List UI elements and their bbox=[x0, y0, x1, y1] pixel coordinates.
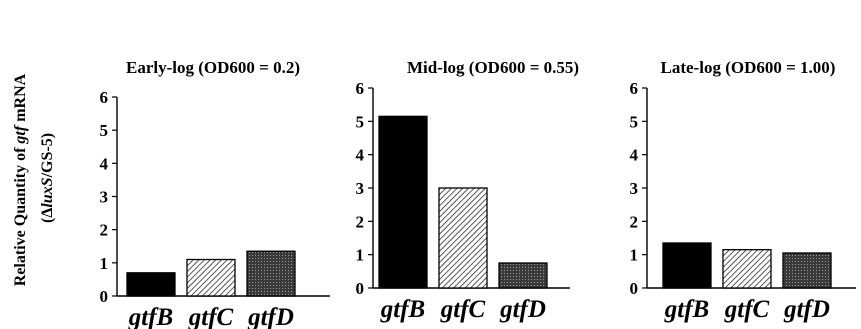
x-tick-label: gtfD bbox=[783, 296, 830, 323]
y-tick-label: 4 bbox=[356, 146, 365, 165]
x-tick-label: gtfC bbox=[724, 296, 770, 323]
chart-title: Early-log (OD600 = 0.2) bbox=[126, 58, 300, 77]
y-tick-label: 2 bbox=[356, 212, 365, 231]
y-axis-label-line1: Relative Quantity of gtf mRNA bbox=[12, 73, 29, 286]
y-tick-label: 3 bbox=[356, 179, 365, 198]
y-tick-label: 2 bbox=[630, 212, 639, 231]
x-tick-label: gtfD bbox=[499, 296, 546, 323]
y-tick-label: 6 bbox=[100, 88, 109, 107]
bar-gtfC bbox=[722, 249, 772, 289]
bar-gtfC bbox=[438, 187, 488, 289]
x-tick-label: gtfB bbox=[128, 304, 173, 329]
y-tick-label: 2 bbox=[100, 221, 109, 240]
y-tick-label: 1 bbox=[356, 246, 365, 265]
y-tick-label: 4 bbox=[100, 154, 109, 173]
chart-panels: Early-log (OD600 = 0.2) 0 1 2 3 4 5 6 gtfB gtfC gt… bbox=[100, 58, 856, 329]
y-tick-label: 0 bbox=[630, 279, 639, 298]
x-tick-label: gtfD bbox=[247, 304, 294, 329]
y-tick-label: 3 bbox=[630, 179, 639, 198]
bar-gtfC bbox=[186, 258, 236, 297]
x-tick-label: gtfC bbox=[188, 304, 234, 329]
x-tick-label: gtfC bbox=[440, 296, 486, 323]
bar-gtfD bbox=[782, 252, 832, 289]
y-tick-label: 1 bbox=[630, 246, 639, 265]
y-tick-label: 6 bbox=[356, 79, 365, 98]
chart-panel-3: Late-log (OD600 = 1.00) 0 1 2 3 4 5 6 gtfB gtfC gt… bbox=[630, 58, 856, 323]
bar-gtfB bbox=[662, 242, 712, 289]
chart-title: Late-log (OD600 = 1.00) bbox=[661, 58, 836, 77]
x-tick-label: gtfB bbox=[664, 296, 709, 323]
y-tick-label: 5 bbox=[100, 121, 109, 140]
y-tick-label: 4 bbox=[630, 146, 639, 165]
y-tick-label: 0 bbox=[356, 279, 365, 298]
chart-panel-1: Early-log (OD600 = 0.2) 0 1 2 3 4 5 6 gtfB gtfC gt… bbox=[100, 58, 330, 329]
y-tick-label: 5 bbox=[356, 112, 365, 131]
y-tick-label: 5 bbox=[630, 112, 639, 131]
y-axis-label-line2: (ΔluxS/GS-5) bbox=[39, 133, 56, 223]
y-tick-label: 3 bbox=[100, 188, 109, 207]
chart-panel-2: Mid-log (OD600 = 0.55) 0 1 2 3 4 5 6 gtfB gtfC gtf… bbox=[356, 58, 580, 323]
y-tick-label: 0 bbox=[100, 287, 109, 306]
bar-gtfD bbox=[498, 262, 548, 289]
y-tick-label: 1 bbox=[100, 254, 109, 273]
bar-gtfB bbox=[126, 272, 176, 297]
y-tick-label: 6 bbox=[630, 79, 639, 98]
x-tick-label: gtfB bbox=[380, 296, 425, 323]
bar-gtfB bbox=[378, 115, 428, 289]
chart-title: Mid-log (OD600 = 0.55) bbox=[407, 58, 579, 77]
bar-gtfD bbox=[246, 250, 296, 297]
